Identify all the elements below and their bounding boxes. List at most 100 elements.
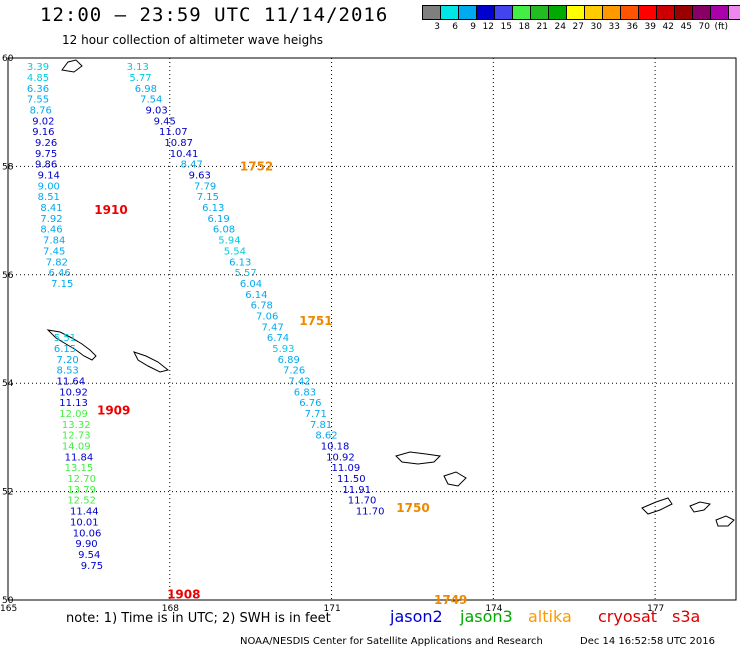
- legend-tick-label: 9: [470, 22, 476, 32]
- wave-height-value: 11.13: [59, 398, 88, 409]
- island-coastline: [641, 497, 673, 515]
- lat-label: 54: [2, 379, 14, 389]
- satellite-label: jason2: [390, 607, 443, 626]
- map-subtitle: 12 hour collection of altimeter wave hei…: [62, 33, 324, 47]
- lat-label: 56: [2, 271, 14, 281]
- lon-label: 165: [0, 604, 17, 614]
- wave-height-value: 9.03: [146, 105, 168, 116]
- wave-height-value: 9.00: [38, 181, 60, 192]
- legend-tick-label: 39: [644, 22, 656, 32]
- island-coastline: [443, 471, 467, 487]
- timestamp: Dec 14 16:52:58 UTC 2016: [580, 636, 715, 647]
- wave-height-value: 7.55: [27, 95, 49, 106]
- legend-tick-label: 18: [518, 22, 530, 32]
- wave-height-value: 12.70: [67, 474, 96, 485]
- wave-height-value: 11.44: [70, 507, 99, 518]
- island-coastline: [689, 501, 712, 513]
- wave-height-value: 7.45: [43, 246, 65, 257]
- wave-height-value: 8.53: [57, 366, 79, 377]
- lon-label: 177: [647, 604, 664, 614]
- legend-tick-label: 42: [662, 22, 674, 32]
- wave-height-value: 7.15: [51, 279, 73, 290]
- wave-height-value: 7.42: [288, 376, 310, 387]
- wave-height-value: 9.63: [189, 171, 211, 182]
- satellite-label: altika: [528, 607, 572, 626]
- wave-height-value: 12.52: [67, 496, 96, 507]
- wave-height-value: 11.70: [348, 496, 377, 507]
- wave-height-value: 8.46: [40, 225, 62, 236]
- wave-height-value: 10.87: [164, 138, 193, 149]
- wave-height-value: 6.78: [251, 301, 273, 312]
- wave-height-value: 6.19: [208, 214, 230, 225]
- island-coastline: [395, 451, 442, 465]
- wave-height-value: 8.51: [38, 192, 60, 203]
- wave-height-value: 7.84: [43, 236, 65, 247]
- wave-height-value: 6.98: [135, 84, 157, 95]
- legend-tick-label: 36: [626, 22, 638, 32]
- wave-height-value: 12.09: [59, 409, 88, 420]
- wave-height-value: 5.57: [234, 268, 256, 279]
- legend-tick-label: 12: [482, 22, 494, 32]
- wave-height-value: 7.71: [305, 409, 327, 420]
- wave-height-value: 7.26: [283, 366, 305, 377]
- pass-time-label: 1909: [97, 403, 130, 417]
- wave-height-value: 5.51: [54, 333, 76, 344]
- wave-height-value: 6.15: [54, 344, 76, 355]
- map-title: 12:00 – 23:59 UTC 11/14/2016: [40, 4, 389, 26]
- wave-height-value: 9.90: [75, 539, 97, 550]
- wave-height-value: 14.09: [62, 442, 91, 453]
- credit-line: NOAA/NESDIS Center for Satellite Applica…: [240, 636, 543, 647]
- wave-height-value: 10.41: [170, 149, 199, 160]
- wave-height-value: 9.75: [35, 149, 57, 160]
- wave-height-value: 9.45: [154, 116, 176, 127]
- lat-label: 60: [2, 54, 14, 64]
- wave-height-value: 6.76: [299, 398, 321, 409]
- wave-height-value: 9.02: [32, 116, 54, 127]
- wave-height-value: 3.13: [127, 62, 149, 73]
- wave-height-value: 11.84: [65, 452, 94, 463]
- legend-tick-label: 21: [536, 22, 548, 32]
- wave-height-value: 7.06: [256, 311, 278, 322]
- wave-height-value: 8.62: [315, 431, 337, 442]
- wave-height-value: 5.54: [224, 246, 246, 257]
- wave-height-value: 9.14: [38, 171, 60, 182]
- pass-time-label: 1908: [167, 588, 200, 602]
- wave-height-value: 7.47: [261, 322, 283, 333]
- color-legend: 3 6 9 12 15 18 21 24 27 30 33 36 39 42 45 70 (ft): [422, 5, 740, 32]
- island-coastline: [61, 59, 83, 73]
- legend-tick-label: 45: [680, 22, 692, 32]
- wave-height-value: 6.04: [240, 279, 262, 290]
- wave-height-value: 11.64: [57, 376, 86, 387]
- wave-height-value: 6.36: [27, 84, 49, 95]
- wave-height-value: 6.83: [294, 387, 316, 398]
- wave-height-value: 6.13: [202, 203, 224, 214]
- wave-height-value: 8.76: [30, 105, 52, 116]
- wave-height-value: 7.79: [194, 181, 216, 192]
- wave-height-value: 6.14: [245, 290, 267, 301]
- wave-height-value: 10.92: [59, 387, 88, 398]
- wave-height-value: 7.15: [197, 192, 219, 203]
- wave-height-value: 4.85: [27, 73, 49, 84]
- wave-height-value: 7.81: [310, 420, 332, 431]
- wave-height-value: 8.47: [181, 160, 203, 171]
- legend-tick-label: 15: [500, 22, 512, 32]
- legend-tick-label: 30: [590, 22, 602, 32]
- lon-label: 168: [162, 604, 179, 614]
- wave-height-value: 11.91: [342, 485, 371, 496]
- wave-height-value: 9.75: [81, 561, 103, 572]
- island-coastline: [46, 329, 97, 361]
- legend-tick-label: 33: [608, 22, 620, 32]
- wave-height-value: 6.74: [267, 333, 289, 344]
- legend-labels: 3 6 9 12 15 18 21 24 27 30 33 36 39 42 45 70 (ft): [422, 22, 740, 32]
- wave-height-value: 7.82: [46, 257, 68, 268]
- wave-height-value: 6.46: [48, 268, 70, 279]
- pass-time-label: 1752: [240, 159, 273, 173]
- lat-label: 50: [2, 596, 14, 606]
- pass-time-label: 1750: [396, 501, 429, 515]
- wave-height-value: 11.50: [337, 474, 366, 485]
- wave-height-value: 7.92: [40, 214, 62, 225]
- island-coastline: [715, 515, 735, 527]
- wave-height-value: 13.15: [65, 463, 94, 474]
- wave-height-value: 9.86: [35, 160, 57, 171]
